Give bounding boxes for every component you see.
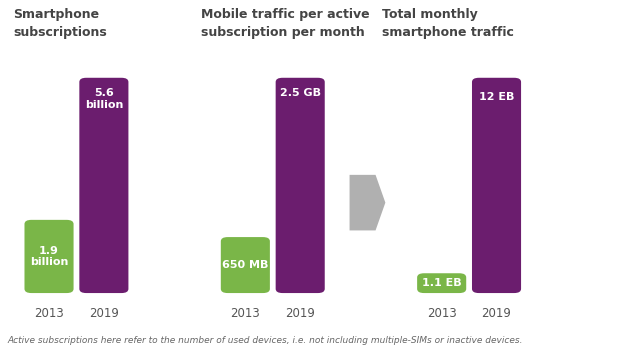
- Text: 2013: 2013: [231, 307, 260, 320]
- Text: 1.1 EB: 1.1 EB: [422, 278, 461, 288]
- Text: 2019: 2019: [482, 307, 511, 320]
- Text: Smartphone
subscriptions: Smartphone subscriptions: [13, 8, 107, 39]
- Text: 2019: 2019: [285, 307, 315, 320]
- FancyBboxPatch shape: [221, 237, 270, 293]
- Text: 2013: 2013: [34, 307, 64, 320]
- Text: 1.9
billion: 1.9 billion: [30, 246, 68, 267]
- FancyBboxPatch shape: [472, 78, 521, 293]
- Text: 5.6
billion: 5.6 billion: [85, 88, 123, 110]
- FancyBboxPatch shape: [24, 220, 74, 293]
- FancyBboxPatch shape: [276, 78, 325, 293]
- Text: 650 MB: 650 MB: [222, 260, 268, 270]
- Text: Active subscriptions here refer to the number of used devices, i.e. not includin: Active subscriptions here refer to the n…: [7, 336, 523, 345]
- Polygon shape: [350, 175, 386, 230]
- Text: 2019: 2019: [89, 307, 119, 320]
- Text: 2013: 2013: [427, 307, 456, 320]
- Text: 12 EB: 12 EB: [479, 92, 514, 102]
- Text: 2.5 GB: 2.5 GB: [280, 88, 321, 98]
- FancyBboxPatch shape: [417, 273, 466, 293]
- Text: Mobile traffic per active
subscription per month: Mobile traffic per active subscription p…: [201, 8, 370, 39]
- Text: Total monthly
smartphone traffic: Total monthly smartphone traffic: [383, 8, 515, 39]
- FancyBboxPatch shape: [79, 78, 128, 293]
